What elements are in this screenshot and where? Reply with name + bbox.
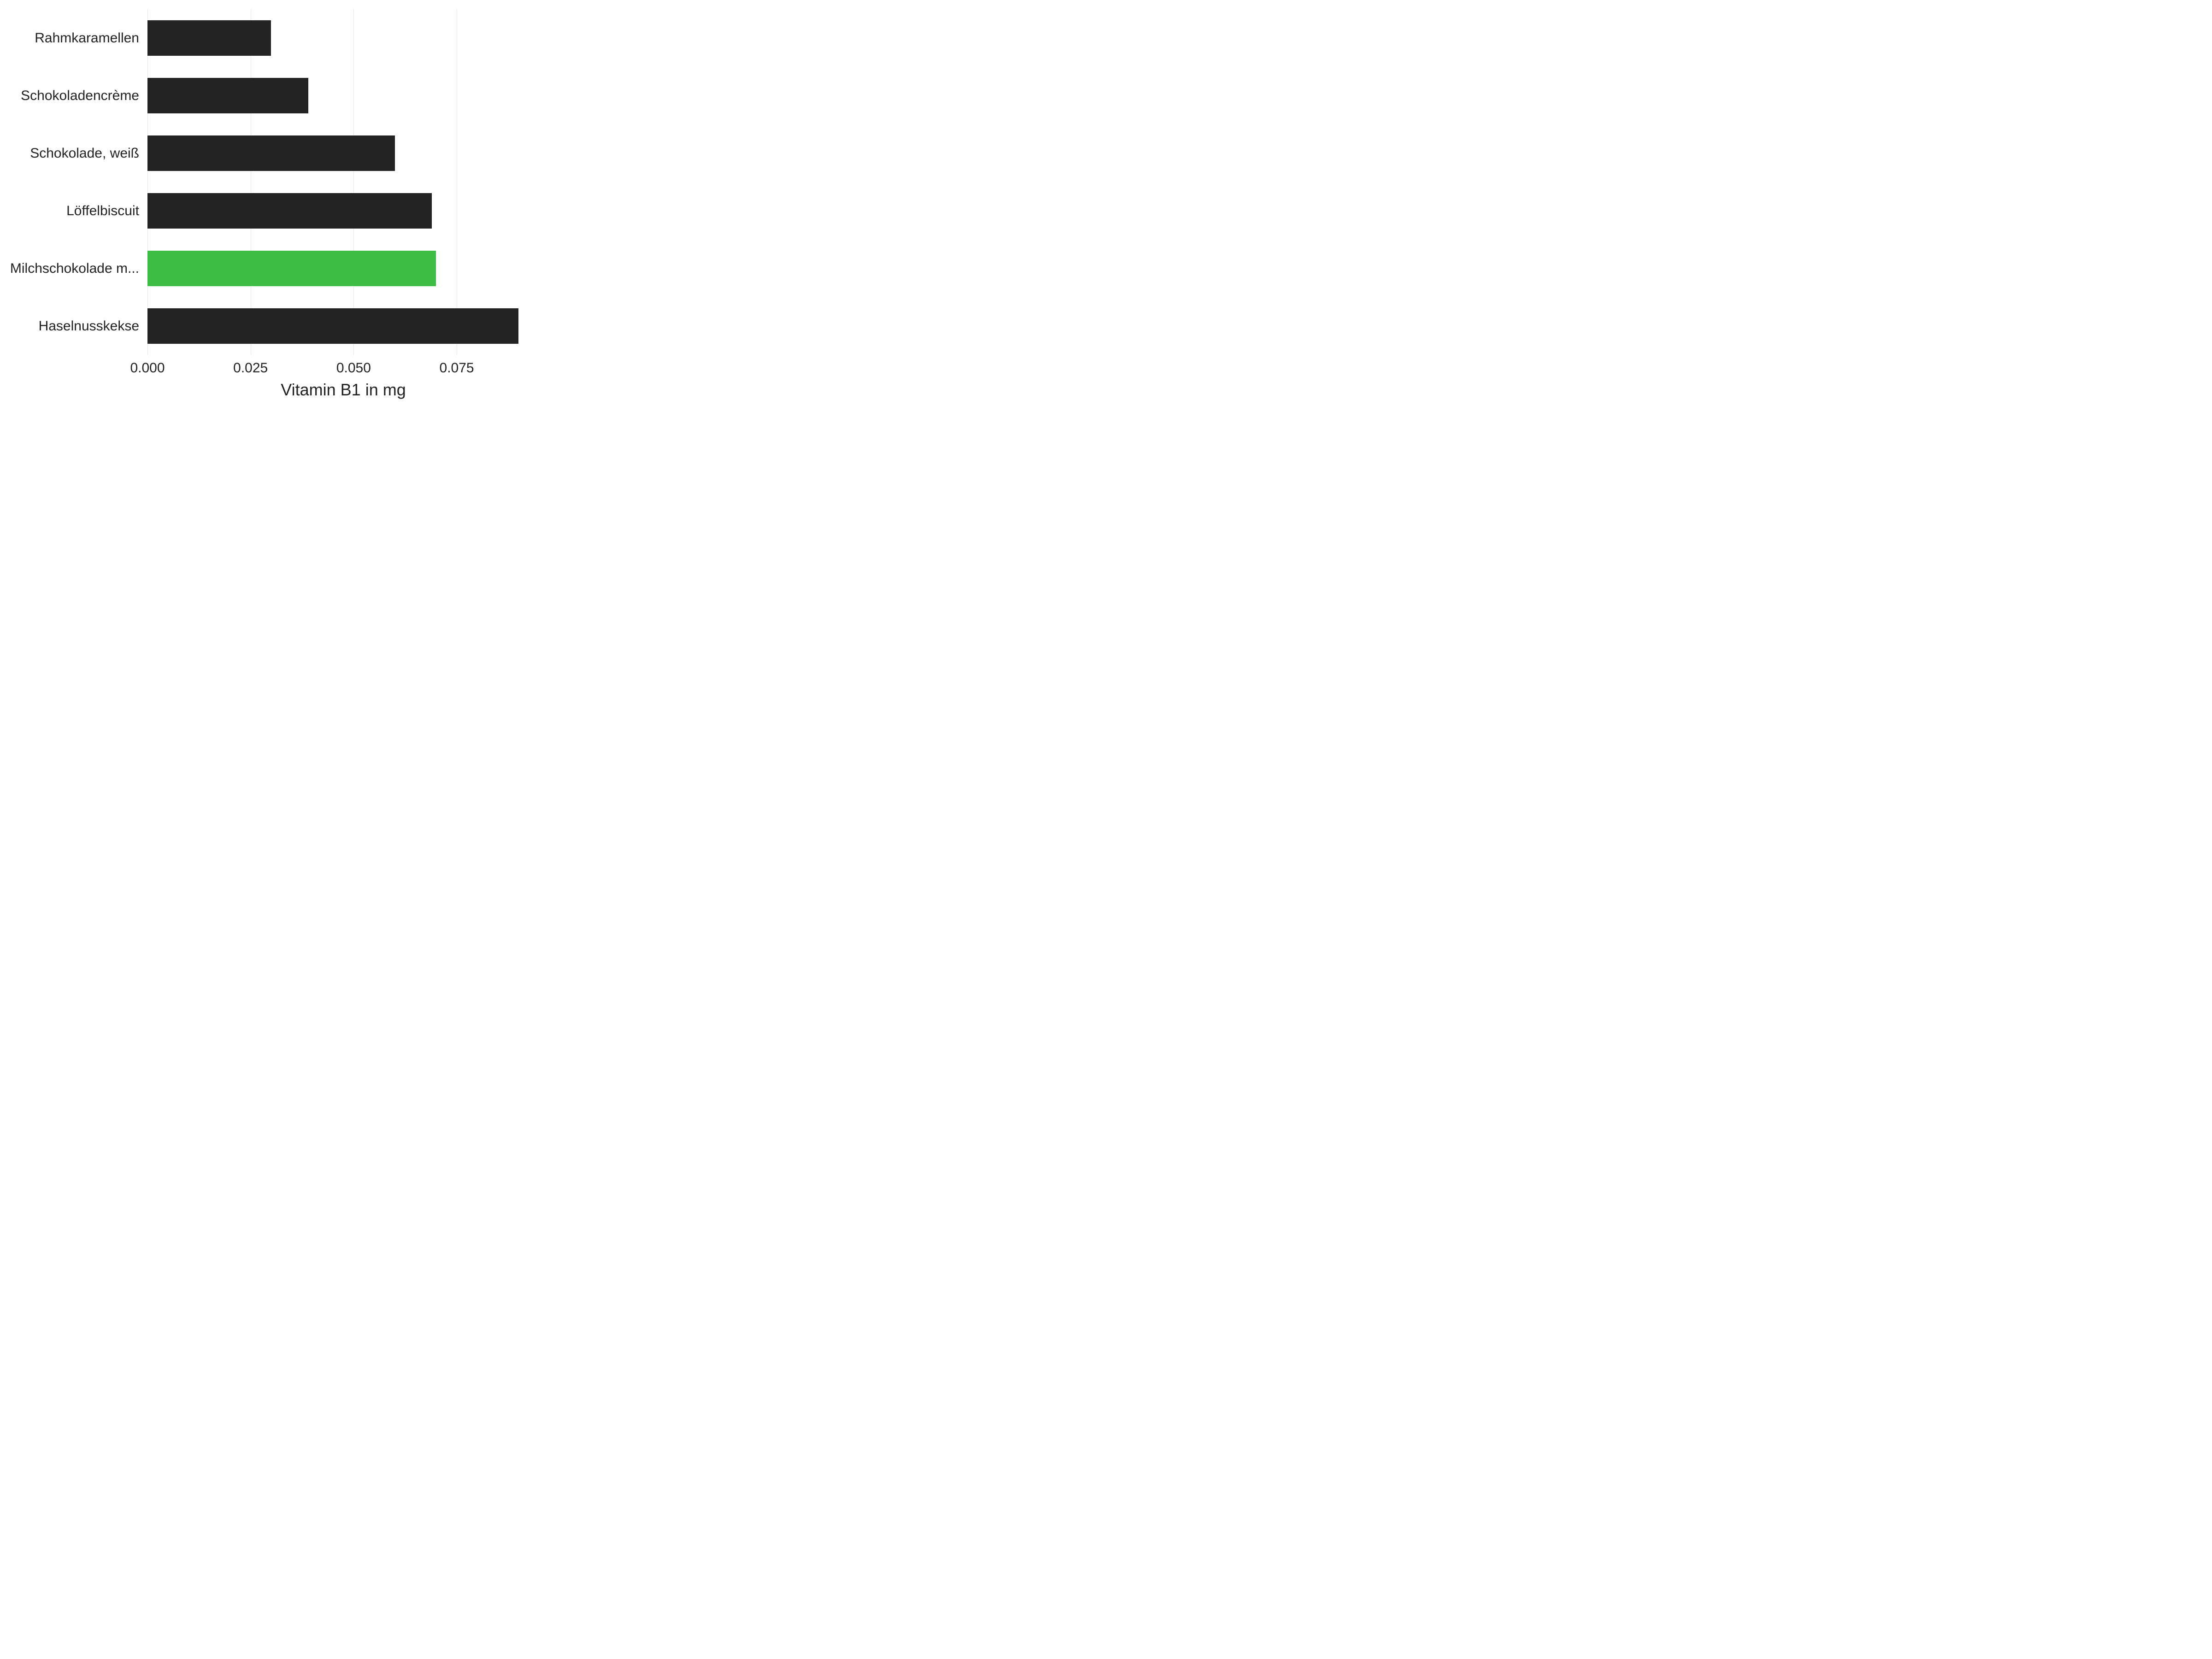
y-tick-label: Schokoladencrème	[21, 88, 139, 104]
bar-row	[147, 308, 539, 344]
y-tick-label: Schokolade, weiß	[30, 146, 139, 161]
x-axis-title: Vitamin B1 in mg	[281, 380, 406, 400]
bar-row	[147, 78, 539, 114]
bar-row	[147, 193, 539, 229]
bar	[147, 135, 395, 171]
bar	[147, 193, 432, 229]
y-tick-label: Löffelbiscuit	[66, 203, 139, 219]
x-tick-label: 0.025	[233, 360, 268, 376]
bar-row	[147, 20, 539, 56]
x-tick-label: 0.000	[130, 360, 165, 376]
y-tick-label: Rahmkaramellen	[35, 30, 139, 46]
gridline	[147, 9, 148, 355]
x-tick-label: 0.075	[440, 360, 474, 376]
bar	[147, 20, 271, 56]
plot-area: Vitamin B1 in mg 0.0000.0250.0500.075Rah…	[147, 9, 539, 355]
chart-container: Vitamin B1 in mg 0.000 0.025 0.050 0.075 Rah…	[0, 0, 553, 415]
bar	[147, 308, 518, 344]
y-tick-label: Haselnusskekse	[39, 318, 139, 334]
bar-row	[147, 251, 539, 287]
bar-row	[147, 135, 539, 171]
y-tick-label: Milchschokolade m...	[10, 261, 139, 276]
bar	[147, 251, 436, 287]
gridline	[353, 9, 354, 355]
bar	[147, 78, 308, 114]
x-tick-label: 0.050	[336, 360, 371, 376]
